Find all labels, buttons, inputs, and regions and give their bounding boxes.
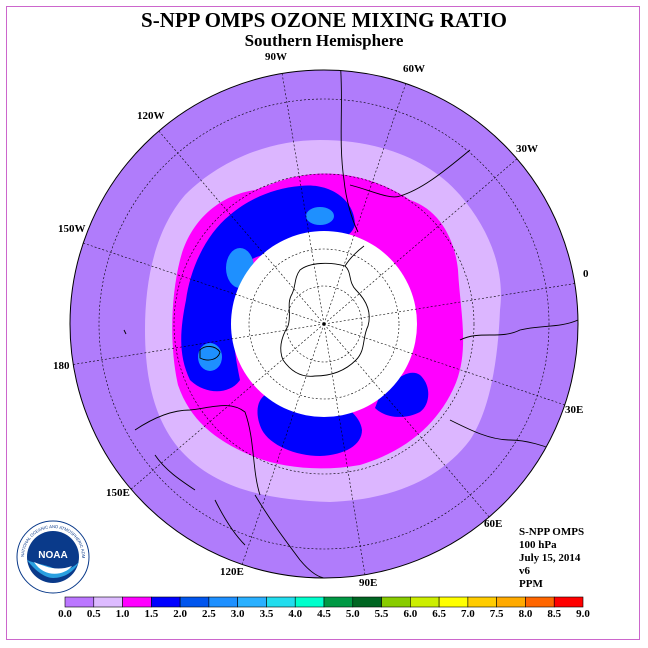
info-units: PPM bbox=[519, 578, 543, 590]
lon-label-90e: 90E bbox=[359, 577, 378, 589]
colorbar-tick-label: 8.0 bbox=[518, 608, 533, 620]
map-border bbox=[69, 69, 579, 579]
lon-label-150w: 150W bbox=[58, 223, 86, 235]
logo-text: NOAA bbox=[38, 550, 67, 561]
lon-label-30w: 30W bbox=[516, 143, 538, 155]
coastlines bbox=[123, 70, 578, 578]
info-level: 100 hPa bbox=[519, 539, 557, 551]
info-version: v6 bbox=[519, 565, 530, 577]
colorbar-tick-label: 5.5 bbox=[374, 608, 389, 620]
lon-label-120e: 120E bbox=[220, 566, 244, 578]
colorbar-tick-label: 1.5 bbox=[144, 608, 159, 620]
colorbar-tick-label: 0.0 bbox=[58, 608, 72, 620]
map-subtitle: Southern Hemisphere bbox=[244, 31, 404, 50]
south-pole-marker bbox=[322, 322, 326, 326]
info-instrument: S-NPP OMPS bbox=[519, 526, 585, 538]
ozone-band-2.0-2.5-a bbox=[306, 207, 334, 225]
noaa-logo-icon: NOAA NATIONAL OCEANIC AND ATMOSPHERIC AD… bbox=[16, 520, 90, 594]
lon-label-60e: 60E bbox=[484, 518, 503, 530]
colorbar-tick-label: 0.5 bbox=[86, 608, 101, 620]
lon-label-120w: 120W bbox=[137, 110, 165, 122]
info-date: July 15, 2014 bbox=[519, 552, 581, 564]
lon-label-30e: 30E bbox=[565, 404, 584, 416]
colorbar-tick-label: 6.5 bbox=[432, 608, 446, 620]
colorbar-tick-label: 4.0 bbox=[288, 608, 303, 620]
lon-label-60w: 60W bbox=[403, 63, 425, 75]
lon-label-90w: 90W bbox=[265, 51, 287, 63]
colorbar-tick-label: 3.5 bbox=[259, 608, 274, 620]
lon-label-0: 0 bbox=[583, 268, 589, 280]
colorbar-tick-label: 6.0 bbox=[403, 608, 418, 620]
colorbar-tick-label: 5.0 bbox=[345, 608, 360, 620]
ozone-band-1.5-2.0-c bbox=[375, 372, 429, 417]
colorbar-tick-label: 2.0 bbox=[173, 608, 187, 620]
colorbar-tick-label: 7.0 bbox=[461, 608, 475, 620]
lon-label-180: 180 bbox=[53, 360, 70, 372]
colorbar-tick-label: 7.5 bbox=[489, 608, 504, 620]
colorbar-tick-label: 8.5 bbox=[547, 608, 562, 620]
ozone-band-2.0-2.5-c bbox=[198, 343, 222, 371]
map-title: S-NPP OMPS OZONE MIXING RATIO bbox=[141, 8, 507, 32]
lon-label-150e: 150E bbox=[106, 487, 130, 499]
graticule bbox=[70, 72, 578, 576]
info-block: S-NPP OMPS 100 hPa July 15, 2014 v6 PPM bbox=[519, 526, 584, 591]
colorbar-tick-label: 4.5 bbox=[317, 608, 331, 620]
colorbar-tick-label: 1.0 bbox=[115, 608, 130, 620]
colorbar-tick-label: 2.5 bbox=[202, 608, 216, 620]
colorbar-tick-label: 9.0 bbox=[576, 608, 590, 620]
colorbar-tick-label: 3.0 bbox=[230, 608, 245, 620]
plot-frame bbox=[6, 6, 640, 640]
